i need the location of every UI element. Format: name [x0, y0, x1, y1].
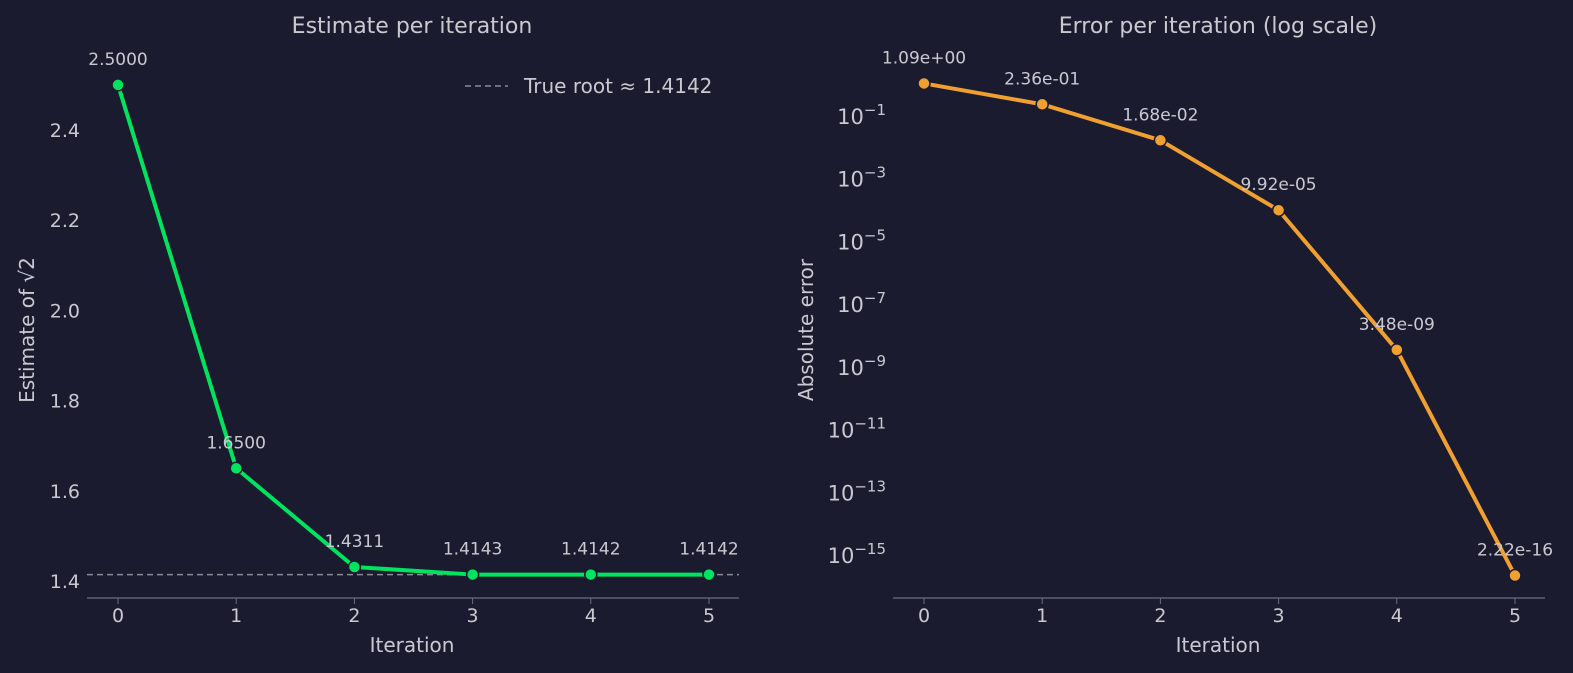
estimate-data-label: 1.4142 — [561, 540, 620, 560]
error-chart-x-ticks: 0 1 2 3 4 5 — [918, 598, 1521, 627]
estimate-data-label: 1.4311 — [325, 532, 384, 552]
error-point — [1508, 568, 1522, 583]
estimate-point — [584, 567, 598, 582]
x-tick-label: 0 — [918, 605, 930, 627]
estimate-data-label: 2.5000 — [88, 50, 147, 70]
x-tick-label: 5 — [703, 605, 715, 627]
x-tick-label: 4 — [585, 605, 597, 627]
legend-true-root-label: True root ≈ 1.4142 — [523, 74, 712, 98]
estimate-series: 2.5000 1.6500 1.4311 1.4143 1.4142 1.4142 — [88, 50, 739, 582]
y-tick-label: 10−11 — [828, 415, 886, 443]
y-tick-label: 2.2 — [50, 210, 80, 232]
estimate-chart-legend: True root ≈ 1.4142 — [465, 74, 712, 98]
error-line — [923, 81, 1517, 577]
x-tick-label: 4 — [1391, 605, 1403, 627]
error-chart-xlabel: Iteration — [1176, 633, 1261, 657]
error-data-label: 1.09e+00 — [882, 48, 966, 68]
error-data-label: 2.36e-01 — [1004, 69, 1080, 89]
estimate-chart-x-ticks: 0 1 2 3 4 5 — [112, 598, 715, 627]
y-tick-label: 10−7 — [837, 289, 886, 317]
estimate-data-label: 1.4142 — [679, 540, 738, 560]
y-tick-label: 10−3 — [837, 164, 886, 192]
estimate-point — [465, 567, 480, 582]
y-tick-label: 1.8 — [50, 391, 80, 413]
error-series: 1.09e+00 2.36e-01 1.68e-02 9.92e-05 3.48e-09… — [882, 48, 1553, 583]
error-point — [917, 76, 931, 91]
estimate-chart-xlabel: Iteration — [370, 633, 455, 657]
x-tick-label: 0 — [112, 605, 124, 627]
estimate-point — [702, 567, 716, 582]
x-tick-label: 3 — [1273, 605, 1285, 627]
estimate-data-label: 1.4143 — [443, 540, 502, 560]
estimate-chart-ylabel: Estimate of √2 — [15, 257, 39, 403]
error-point — [1035, 97, 1049, 112]
x-tick-label: 1 — [1036, 605, 1048, 627]
estimate-chart-y-ticks: 1.4 1.6 1.8 2.0 2.2 2.4 — [50, 120, 80, 593]
y-tick-label: 10−9 — [837, 352, 886, 380]
estimate-point — [111, 78, 125, 92]
estimate-point — [347, 560, 362, 574]
x-tick-label: 2 — [1154, 605, 1166, 627]
error-chart-title: Error per iteration (log scale) — [1059, 14, 1377, 39]
x-tick-label: 1 — [230, 605, 242, 627]
error-point — [1390, 343, 1404, 357]
y-tick-label: 2.4 — [50, 120, 80, 142]
error-point — [1153, 133, 1168, 148]
x-tick-label: 5 — [1509, 605, 1521, 627]
estimate-line — [116, 84, 709, 577]
y-tick-label: 10−15 — [828, 540, 886, 568]
error-data-label: 3.48e-09 — [1359, 315, 1435, 335]
error-data-label: 2.22e-16 — [1477, 541, 1553, 561]
x-tick-label: 2 — [348, 605, 360, 627]
estimate-data-label: 1.6500 — [206, 433, 265, 453]
error-data-label: 1.68e-02 — [1122, 105, 1198, 125]
error-data-label: 9.92e-05 — [1241, 175, 1317, 195]
y-tick-label: 10−5 — [837, 226, 886, 254]
y-tick-label: 2.0 — [50, 300, 80, 322]
error-chart: Error per iteration (log scale) Iteratio… — [794, 14, 1553, 657]
y-tick-label: 10−13 — [828, 477, 886, 505]
estimate-chart: Estimate per iteration Iteration Estimat… — [15, 14, 739, 657]
x-tick-label: 3 — [467, 605, 479, 627]
estimate-point — [229, 461, 243, 475]
y-tick-label: 1.6 — [50, 481, 80, 503]
error-point — [1271, 203, 1286, 217]
error-chart-y-ticks: 10−1 10−3 10−5 10−7 10−9 10−11 10−13 10−15 — [828, 101, 886, 568]
estimate-chart-title: Estimate per iteration — [292, 14, 533, 39]
y-tick-label: 1.4 — [50, 571, 80, 593]
error-chart-ylabel: Absolute error — [794, 258, 818, 401]
y-tick-label: 10−1 — [837, 101, 886, 129]
